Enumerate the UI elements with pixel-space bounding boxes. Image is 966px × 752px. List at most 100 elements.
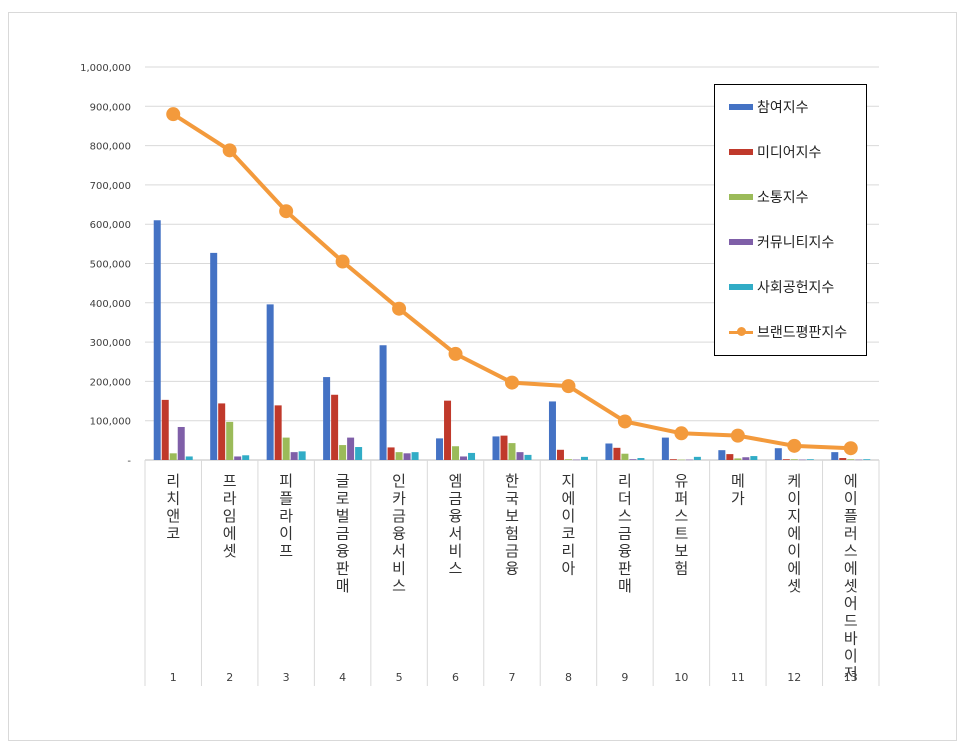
bar (177, 426, 185, 460)
legend-label-media: 미디어지수 (757, 145, 822, 161)
y-tick-label: 100,000 (90, 417, 131, 428)
line-point (674, 426, 689, 441)
bar (831, 452, 839, 460)
legend-label-community: 커뮤니티지수 (757, 235, 835, 251)
rank-label: 13 (844, 671, 858, 684)
y-tick-label: 800,000 (90, 142, 131, 153)
bar (387, 447, 395, 460)
rank-label: 5 (396, 671, 403, 684)
line-point (730, 428, 745, 443)
bar (468, 452, 476, 460)
line-point (561, 379, 576, 394)
legend-swatch-participation (729, 104, 753, 110)
legend-item-social-contribution: 사회공헌지수 (729, 277, 834, 297)
bar (847, 459, 855, 460)
bar (436, 438, 444, 460)
rank-label: 6 (452, 671, 459, 684)
bar (452, 446, 460, 460)
y-tick-label: 600,000 (90, 220, 131, 231)
y-tick-label: 900,000 (90, 102, 131, 113)
legend-marker-brand-reputation (737, 327, 746, 336)
rank-label: 10 (674, 671, 688, 684)
bar (218, 403, 226, 460)
bar (685, 459, 693, 461)
bar (629, 459, 637, 460)
legend-item-communication: 소통지수 (729, 187, 809, 207)
line-point (617, 414, 632, 429)
bar (500, 435, 508, 460)
legend-swatch-social-contribution (729, 284, 753, 290)
rank-label: 3 (283, 671, 290, 684)
chart-legend: 참여지수 미디어지수 소통지수 커뮤니티지수 사회공헌지수 브랜드평판지수 (714, 84, 867, 356)
legend-label-brand-reputation: 브랜드평판지수 (757, 325, 848, 341)
line-point (279, 204, 294, 219)
legend-swatch-media (729, 149, 753, 155)
legend-swatch-community (729, 239, 753, 245)
y-tick-label: - (127, 456, 131, 467)
y-tick-label: 400,000 (90, 299, 131, 310)
bar (726, 454, 734, 460)
bar (347, 437, 355, 460)
bar (395, 452, 403, 460)
bar (153, 220, 161, 460)
rank-label: 12 (787, 671, 801, 684)
bar (403, 453, 411, 460)
bar (274, 405, 282, 460)
bar (790, 459, 798, 460)
bar (580, 456, 588, 460)
rank-label: 7 (509, 671, 516, 684)
bar (379, 345, 387, 460)
bar (677, 459, 685, 461)
legend-item-community: 커뮤니티지수 (729, 232, 834, 252)
rank-label: 11 (731, 671, 745, 684)
bar (564, 459, 572, 460)
legend-item-participation: 참여지수 (729, 97, 809, 117)
y-tick-label: 700,000 (90, 181, 131, 192)
bar (669, 459, 677, 460)
legend-item-brand-reputation: 브랜드평판지수 (729, 322, 847, 342)
rank-label: 1 (170, 671, 177, 684)
bar (774, 448, 782, 460)
rank-label: 2 (226, 671, 233, 684)
rank-label: 4 (339, 671, 346, 684)
bar (782, 459, 790, 460)
line-point (448, 346, 463, 361)
legend-label-social-contribution: 사회공헌지수 (757, 280, 835, 296)
bar (605, 443, 613, 460)
line-point (392, 301, 407, 316)
bar (839, 458, 847, 460)
legend-label-participation: 참여지수 (757, 100, 809, 116)
bar (734, 458, 742, 460)
bar (492, 436, 500, 460)
line-point (335, 254, 350, 269)
y-tick-label: 500,000 (90, 260, 131, 271)
bar (508, 443, 516, 460)
bar (161, 399, 169, 460)
bar (323, 377, 331, 460)
bar (234, 456, 242, 460)
bar (242, 455, 250, 460)
bar (556, 449, 564, 460)
bar (750, 456, 758, 460)
bar (460, 456, 468, 460)
y-tick-label: 1,000,000 (80, 63, 131, 74)
bar (331, 394, 339, 460)
bar (339, 445, 347, 460)
bar (282, 437, 290, 460)
bar (718, 450, 726, 460)
bar (621, 453, 629, 460)
bar (693, 456, 701, 460)
bar (169, 453, 177, 460)
bar (548, 401, 556, 460)
line-point (505, 375, 519, 390)
